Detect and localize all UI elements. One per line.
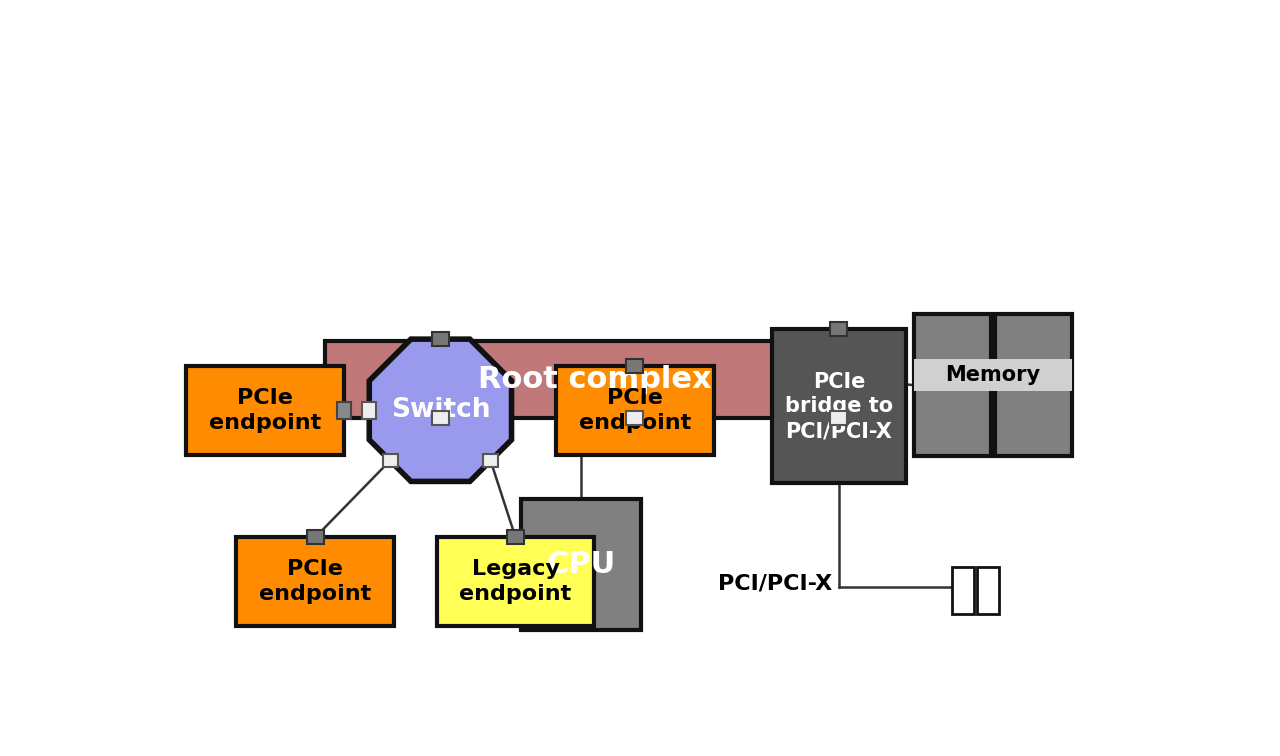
Bar [914, 314, 991, 457]
Bar [952, 566, 974, 615]
Polygon shape [369, 339, 512, 482]
Bar [977, 566, 998, 615]
Bar [431, 411, 449, 425]
Bar [325, 341, 864, 418]
Text: PCI/PCI-X: PCI/PCI-X [718, 574, 832, 593]
Text: CPU: CPU [547, 550, 616, 579]
Bar [995, 314, 1071, 457]
Bar [431, 332, 449, 346]
Bar [521, 499, 640, 630]
Bar [772, 330, 906, 483]
Bar [914, 358, 1071, 391]
Bar [237, 538, 394, 626]
Bar [436, 538, 594, 626]
Bar [307, 531, 324, 544]
Bar [829, 411, 847, 425]
Bar [362, 401, 376, 419]
Text: PCIe
endpoint: PCIe endpoint [259, 559, 371, 604]
Bar [626, 359, 644, 373]
Text: PCIe
endpoint: PCIe endpoint [579, 389, 691, 433]
Bar [507, 531, 524, 544]
Text: Root complex: Root complex [477, 365, 712, 394]
Text: PCIe
bridge to
PCI/PCI-X: PCIe bridge to PCI/PCI-X [785, 372, 893, 442]
Bar [556, 367, 714, 455]
Text: PCIe
endpoint: PCIe endpoint [209, 389, 321, 433]
Bar [831, 323, 847, 336]
Text: Switch: Switch [390, 397, 490, 423]
Bar [483, 454, 498, 466]
Bar [337, 402, 351, 419]
Bar [383, 454, 398, 466]
Bar [187, 367, 344, 455]
Text: Legacy
endpoint: Legacy endpoint [460, 559, 572, 604]
Text: Memory: Memory [945, 365, 1041, 385]
Bar [626, 411, 643, 425]
